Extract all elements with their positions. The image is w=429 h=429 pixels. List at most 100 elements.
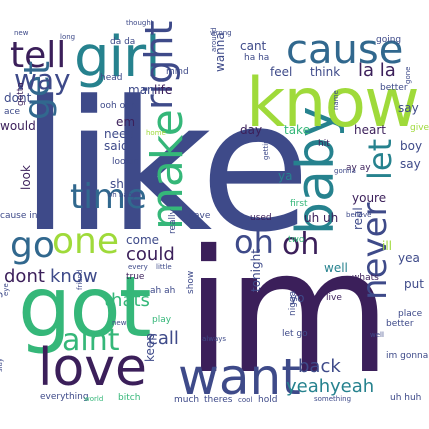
word-everything: everything — [40, 392, 89, 402]
word-head: head — [100, 73, 123, 83]
word-gonna: gonna — [334, 167, 356, 175]
word-gettin: gettin — [262, 139, 270, 160]
word-let_go: let go — [282, 329, 308, 339]
word-im: im — [185, 214, 392, 412]
word-new2: new — [112, 319, 127, 327]
word-oh1: oh — [234, 223, 274, 261]
word-take: take — [284, 123, 310, 137]
word-true: true — [126, 272, 145, 282]
word-show: show — [186, 270, 196, 294]
word-live: live — [326, 293, 342, 303]
word-back: back — [298, 356, 341, 377]
word-got: got — [18, 258, 152, 356]
word-well: well — [324, 261, 348, 275]
word-give: give — [410, 123, 429, 133]
word-call: call — [148, 328, 179, 349]
word-gotta: gotta — [16, 82, 26, 106]
word-youre: youre — [352, 191, 387, 205]
word-dont2: dont — [4, 91, 32, 105]
word-ya: ya — [278, 169, 293, 183]
word-man: man — [128, 83, 155, 97]
word-bitch: bitch — [118, 393, 141, 403]
word-better: better — [380, 83, 408, 93]
word-yeah2: yeah — [330, 376, 375, 397]
word-know2: know — [50, 266, 98, 287]
word-la: la la — [358, 60, 396, 81]
word-name: name — [332, 90, 340, 110]
word-like: like — [20, 63, 311, 272]
word-every: every — [128, 263, 148, 271]
word-yeah1: yeah — [286, 376, 331, 397]
word-used: used — [250, 213, 272, 223]
word-thats: thats — [104, 290, 150, 311]
word-uh_huh: uh huh — [390, 393, 422, 403]
word-tell: tell — [10, 35, 67, 76]
word-said: said — [104, 139, 129, 153]
word-world: world — [84, 395, 104, 403]
word-oh_baby: oh baby — [108, 191, 137, 199]
word-tonight: tonight — [249, 249, 263, 292]
word-uh: uh uh — [304, 211, 339, 225]
word-ace: ace — [4, 107, 21, 117]
word-love: love — [38, 338, 148, 398]
word-keep: keep — [143, 333, 157, 362]
word-know: know — [246, 64, 420, 143]
word-look: look — [19, 165, 33, 190]
word-oh2: oh — [282, 227, 320, 262]
word-ha: ha ha — [244, 53, 270, 63]
word-slay: slay — [0, 357, 4, 372]
word-let: let — [361, 138, 399, 180]
word-long: long — [60, 33, 76, 41]
word-cause_in: cause in — [0, 211, 38, 221]
word-ill: ill — [382, 239, 393, 253]
word-better2: better — [386, 319, 414, 329]
word-wrong: wrong — [210, 29, 232, 37]
word-heart: heart — [354, 123, 386, 137]
word-always: always — [202, 335, 227, 343]
word-home: home — [146, 129, 166, 137]
word-going: going — [376, 35, 402, 45]
word-boy: boy — [400, 139, 423, 153]
word-ooh: ooh ooh — [100, 101, 137, 111]
word-go: go — [10, 225, 55, 266]
word-hit: hit — [318, 139, 330, 149]
word-im_gonna: im gonna — [386, 351, 429, 361]
word-something: something — [314, 395, 352, 403]
word-thought: thought — [126, 19, 154, 27]
word-aint: aint — [62, 323, 120, 358]
word-hold: hold — [258, 395, 278, 405]
word-cause: cause — [286, 27, 404, 73]
word-say2: say — [398, 101, 419, 115]
word-cant: cant — [240, 39, 267, 53]
word-ah: ah ah — [150, 286, 176, 296]
word-come: come — [126, 233, 160, 247]
word-mind: mind — [166, 67, 189, 77]
word-say: say — [400, 157, 421, 171]
word-would: would — [0, 119, 36, 133]
word-leave: leave — [186, 211, 211, 221]
word-believe: believe — [346, 211, 372, 219]
word-place: place — [398, 309, 423, 319]
word-whats: whats — [352, 273, 379, 283]
word-day: day — [240, 123, 263, 137]
word-yea: yea — [398, 251, 420, 265]
word-em: em — [116, 115, 136, 129]
word-lookin: lookin — [112, 157, 139, 167]
word-ay: ay ay — [346, 163, 371, 173]
word-dont: dont — [4, 266, 45, 287]
word-little: little — [156, 263, 172, 271]
word-could: could — [126, 244, 175, 265]
word-eye: eye — [2, 283, 10, 296]
word-need: need — [104, 127, 134, 141]
word-new: new — [14, 29, 29, 37]
word-da: da da — [110, 37, 136, 47]
word-think: think — [310, 65, 341, 79]
word-shit: shit — [110, 177, 132, 191]
word-well2: well — [370, 331, 384, 339]
word-cool: cool — [238, 396, 253, 404]
word-much: much — [174, 395, 200, 405]
word-yo: yo — [290, 291, 305, 305]
word-girl: girl — [74, 25, 161, 90]
word-play: play — [152, 315, 172, 325]
